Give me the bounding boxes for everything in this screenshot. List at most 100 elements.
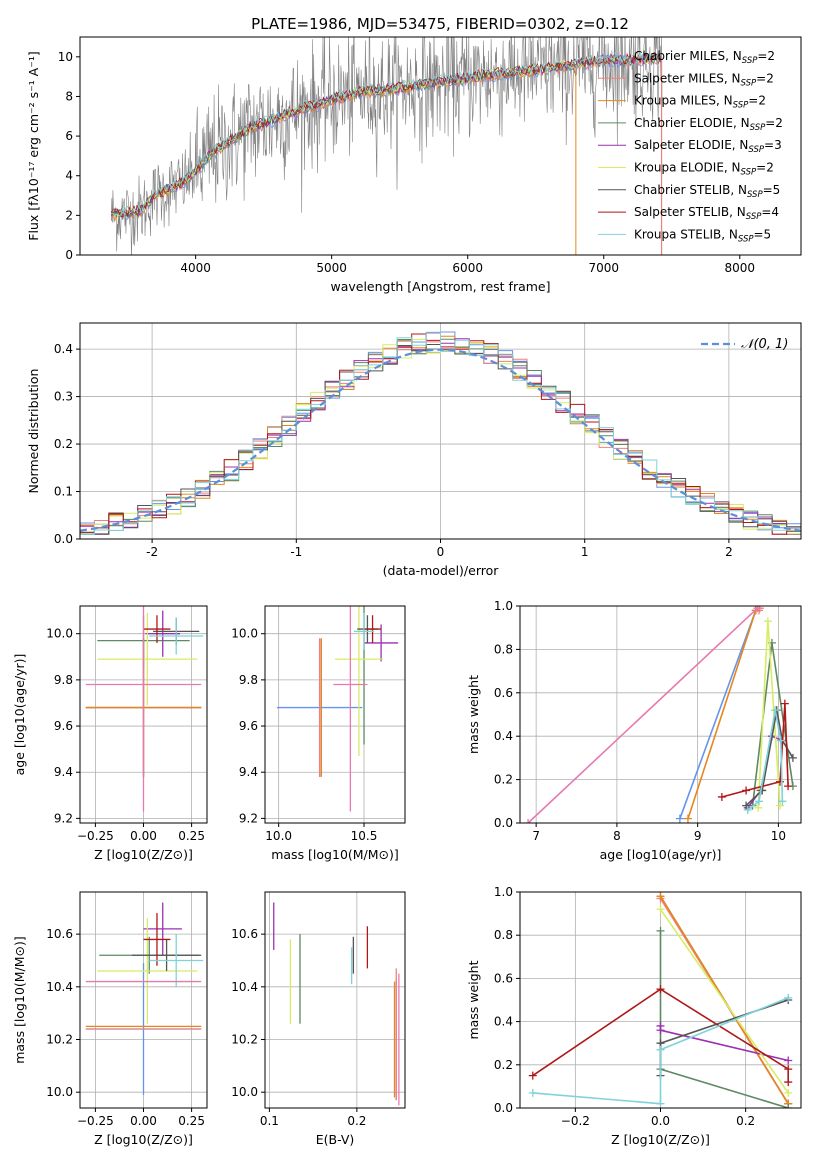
mass-weight-series [659, 1025, 789, 1062]
y-tick-label: 0 [65, 248, 73, 262]
x-axis-label: age [log10(age/yr)] [600, 847, 722, 862]
y-tick-label: 10.6 [46, 927, 73, 941]
x-tick-label: 0.25 [178, 1114, 205, 1128]
y-tick-label: 10 [58, 50, 73, 64]
errorbar-point [145, 610, 181, 657]
normal-reference-curve [80, 348, 801, 532]
x-axis-label: (data-model)/error [383, 563, 500, 578]
x-tick-label: 7000 [588, 261, 619, 275]
mass-weight-marker [784, 1104, 793, 1108]
y-tick-label: 0.6 [494, 971, 513, 985]
errorbar-point [149, 934, 204, 987]
plot-area [273, 902, 400, 1106]
mass-weight-series [527, 607, 758, 823]
y-tick-label: 0.2 [494, 1058, 513, 1072]
panel-spectrum: 4000 5000 6000 7000 8000 0 2 4 6 8 10 wavelength [A… [26, 36, 802, 294]
x-tick-label: 10 [771, 829, 786, 843]
axes-frame: 7 8 9 10 0.0 0.2 0.4 0.6 0.8 1.0 age [log10(age/yr… [466, 599, 802, 862]
y-tick-label: 9.8 [54, 673, 73, 687]
legend-label: Salpeter STELIB, NSSP=4 [634, 205, 779, 222]
mass-weight-marker [675, 814, 684, 823]
y-tick-label: 0.2 [494, 773, 513, 787]
legend-label: Salpeter MILES, NSSP=2 [634, 71, 774, 88]
errorbar-point [335, 606, 383, 757]
plot-area [276, 606, 399, 812]
y-tick-label: 4 [65, 169, 73, 183]
y-tick-label: 1.0 [494, 885, 513, 899]
x-tick-label: -2 [146, 545, 158, 559]
y-tick-label: 0.1 [54, 485, 73, 499]
y-tick-label: 10.2 [46, 1033, 73, 1047]
x-tick-label: 0.2 [347, 1114, 366, 1128]
mass-weight-marker [763, 617, 772, 626]
y-tick-label: 10.0 [231, 1085, 258, 1099]
mass-weight-marker [784, 993, 793, 1002]
mass-weight-series [659, 908, 789, 1094]
mass-weight-series [687, 610, 757, 819]
x-tick-label: -1 [290, 545, 302, 559]
axes-frame: 10.0 10.5 9.2 9.4 9.6 9.8 10.0 mass [log10(M/M⊙… [231, 605, 406, 862]
x-tick-label: −0.25 [77, 1114, 114, 1128]
y-tick-label: 0.0 [54, 532, 73, 546]
panel-residual-histogram: -2 -1 0 1 2 0.0 0.1 0.2 0.3 0.4 (data-model)/error… [26, 322, 802, 578]
y-tick-label: 9.4 [239, 765, 258, 779]
y-tick-label: 0.6 [494, 686, 513, 700]
y-tick-label: 9.2 [239, 811, 258, 825]
mass-weight-marker [656, 926, 665, 935]
mass-weight-marker [528, 1088, 537, 1097]
mass-weight-marker [656, 1045, 665, 1054]
mass-weight-marker [717, 792, 726, 801]
y-tick-label: 10.4 [46, 980, 73, 994]
model-spectrum [111, 55, 662, 221]
mass-weight-marker [780, 699, 789, 708]
x-tick-label: 0.0 [651, 1114, 670, 1128]
y-tick-label: 1.0 [494, 599, 513, 613]
y-axis-label: Flux [fλ10⁻¹⁷ erg cm⁻² s⁻¹ A⁻¹] [26, 51, 41, 240]
y-tick-label: 9.6 [239, 719, 258, 733]
errorbar-point [364, 624, 399, 662]
y-axis-label: mass [log10(M/M⊙)] [12, 936, 27, 1064]
y-tick-label: 10.4 [231, 980, 258, 994]
histogram-legend: 𝒩(0, 1) [701, 337, 788, 352]
x-tick-label: 4000 [180, 261, 211, 275]
y-tick-label: 10.0 [46, 627, 73, 641]
legend-label: 𝒩(0, 1) [741, 337, 788, 352]
errorbar-point [143, 913, 171, 966]
errorbar-point [353, 612, 375, 650]
axes-frame: −0.25 0.00 0.25 10.0 10.2 10.4 10.6 Z [log10(Z/… [12, 891, 208, 1147]
mass-weight-marker [742, 786, 751, 795]
y-tick-label: 10.6 [231, 927, 258, 941]
y-axis-label: mass weight [466, 960, 481, 1039]
x-tick-label: −0.2 [561, 1114, 590, 1128]
mass-weight-marker [656, 905, 665, 914]
x-tick-label: −0.25 [77, 829, 114, 843]
model-spectrum [110, 55, 660, 221]
plot-area [110, 37, 663, 255]
mass-weight-marker [778, 797, 787, 806]
residual-histogram-series [80, 338, 801, 535]
errorbar-point [85, 606, 202, 812]
y-tick-label: 2 [65, 208, 73, 222]
mass-weight-marker [776, 736, 785, 745]
axes-frame: 4000 5000 6000 7000 8000 0 2 4 6 8 10 wavelength [A… [26, 36, 802, 294]
mass-weight-marker [528, 1071, 537, 1080]
errorbar-point [143, 615, 171, 643]
axes-frame: 0.1 0.2 10.0 10.2 10.4 10.6 E(B-V) [231, 891, 406, 1147]
errorbar-point [97, 612, 198, 706]
mass-weight-marker [743, 805, 752, 814]
y-tick-label: 0.0 [494, 816, 513, 830]
errorbar-point [364, 615, 382, 643]
axes-frame: −0.25 0.00 0.25 9.2 9.4 9.6 9.8 10.0 Z [log10(Z/… [12, 605, 208, 862]
mass-weight-marker [656, 1099, 665, 1108]
mass-weight-marker [776, 777, 785, 786]
mass-weight-marker [656, 985, 665, 994]
plot-area [528, 892, 793, 1108]
axes-frame: −0.2 0.0 0.2 0.0 0.2 0.4 0.6 0.8 1.0 Z [log10(Z/Z… [466, 885, 802, 1147]
mass-weight-marker [683, 814, 692, 823]
x-axis-label: Z [log10(Z/Z⊙)] [94, 847, 193, 862]
mass-weight-marker [753, 606, 762, 613]
legend-label: Chabrier ELODIE, NSSP=2 [634, 116, 783, 133]
y-tick-label: 9.6 [54, 719, 73, 733]
errorbar-point [97, 918, 198, 1024]
